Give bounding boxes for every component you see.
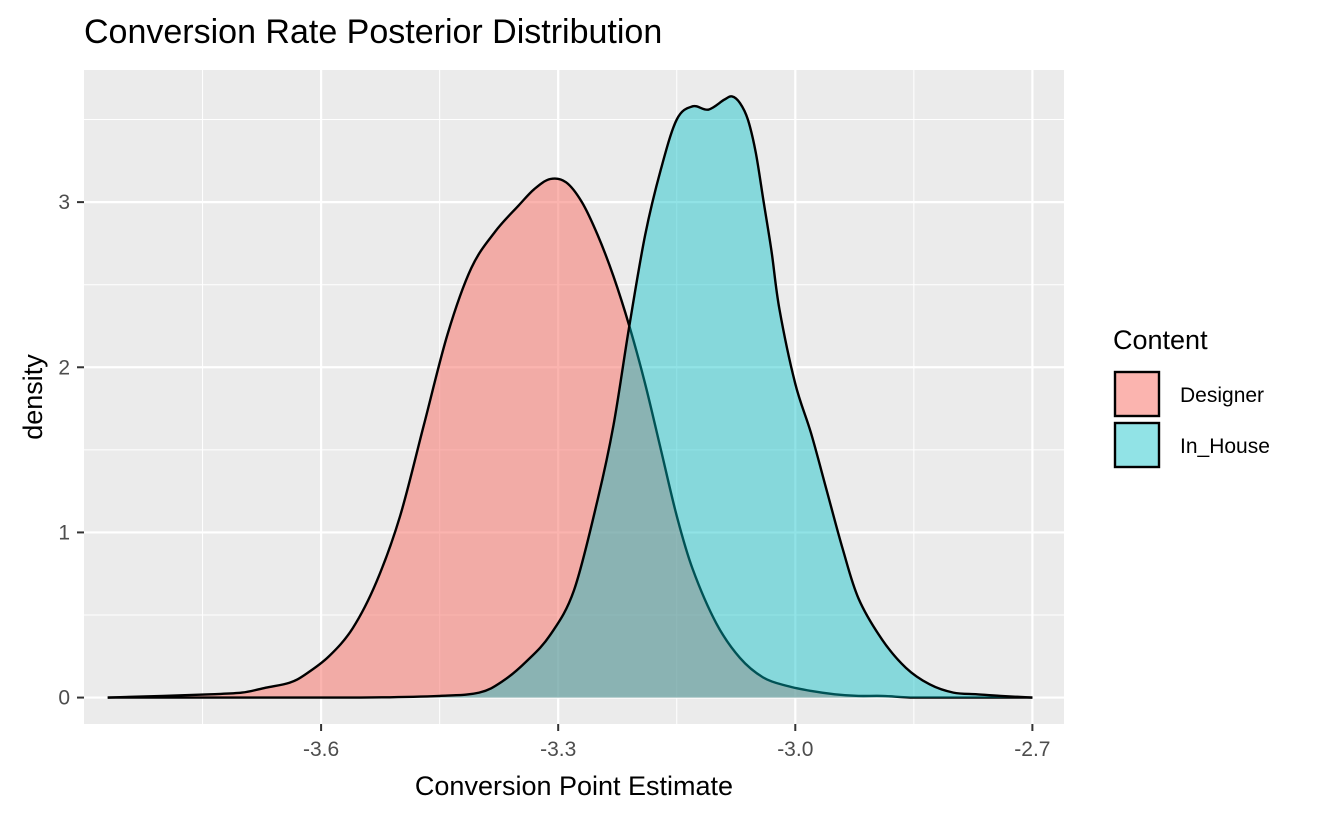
- chart-title: Conversion Rate Posterior Distribution: [84, 13, 662, 51]
- x-tick-labels: -3.6 -3.3 -3.0 -2.7: [303, 738, 1050, 761]
- legend-swatch-designer: [1113, 370, 1161, 418]
- density-outline-designer: [107, 177, 1033, 699]
- density-area-designer: [107, 178, 1033, 698]
- legend-label-designer: Designer: [1180, 384, 1264, 407]
- legend-key-background-in-house: [1113, 421, 1161, 469]
- density-outline-in-house: [107, 95, 1033, 699]
- y-tick-label: 0: [58, 687, 70, 710]
- density-areas: [107, 95, 1033, 699]
- x-tick-label: -3.0: [777, 738, 813, 761]
- legend-label-in-house: In_House: [1180, 435, 1270, 458]
- density-area-in-house: [107, 96, 1033, 698]
- y-tick-label: 2: [58, 356, 70, 379]
- legend: Content Designer In_House: [1113, 325, 1270, 469]
- y-tick-label: 3: [58, 191, 70, 214]
- y-tick-label: 1: [58, 521, 70, 544]
- x-tick-label: -2.7: [1014, 738, 1050, 761]
- y-axis-title: density: [18, 354, 48, 440]
- x-axis-title: Conversion Point Estimate: [415, 771, 733, 801]
- legend-title: Content: [1113, 325, 1208, 355]
- x-tick-label: -3.6: [303, 738, 339, 761]
- y-tick-labels: 0 1 2 3: [58, 191, 70, 709]
- x-tick-label: -3.3: [540, 738, 576, 761]
- legend-swatch-in-house: [1113, 421, 1161, 469]
- axis-ticks: [77, 201, 1034, 731]
